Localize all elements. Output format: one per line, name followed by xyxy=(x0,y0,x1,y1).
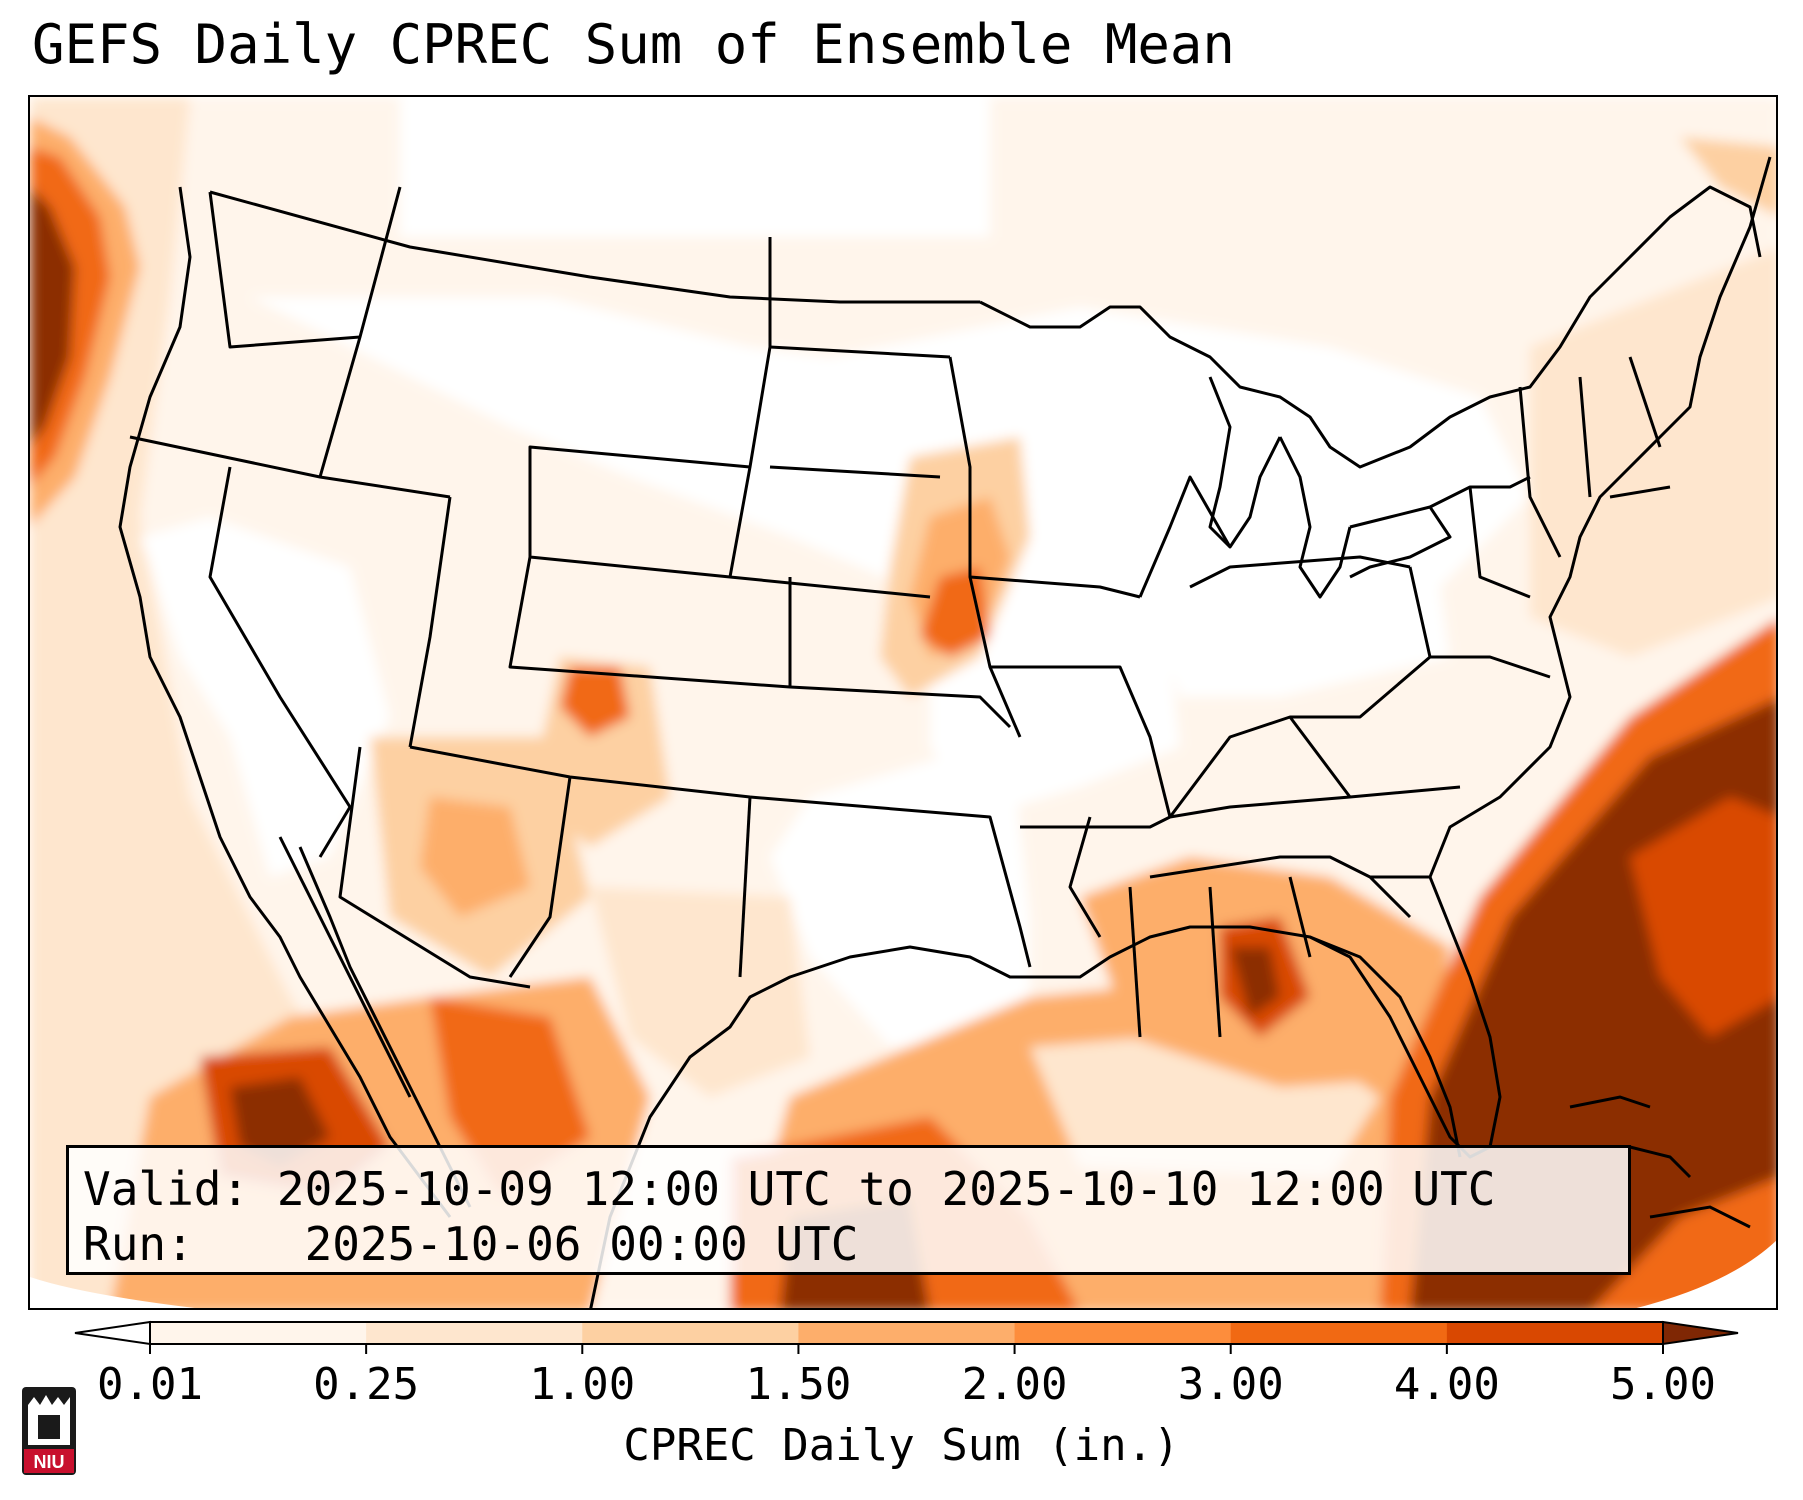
colorbar-label: CPREC Daily Sum (in.) xyxy=(623,1420,1180,1471)
valid-value: 2025-10-09 12:00 UTC to 2025-10-10 12:00… xyxy=(276,1162,1496,1216)
colorbar: 0.01 0.25 1.00 1.50 2.00 3.00 4.00 5.00 xyxy=(74,1320,1739,1410)
run-label: Run: xyxy=(83,1217,194,1271)
colorbar-over-arrow xyxy=(1662,1320,1739,1346)
colorbar-tick-label: 0.25 xyxy=(313,1359,419,1410)
niu-logo: NIU xyxy=(22,1387,76,1475)
colorbar-bin xyxy=(1014,1322,1232,1344)
map-canvas xyxy=(30,97,1776,1308)
islands xyxy=(1569,1095,1751,1229)
colorbar-bin xyxy=(1446,1322,1664,1344)
colorbar-tick-label: 1.00 xyxy=(529,1359,635,1410)
precipitation-map xyxy=(28,95,1778,1310)
run-value: 2025-10-06 00:00 UTC xyxy=(304,1217,859,1271)
logo-text: NIU xyxy=(34,1452,65,1472)
valid-row: Valid: 2025-10-09 12:00 UTC to 2025-10-1… xyxy=(83,1162,1614,1217)
map-title: GEFS Daily CPREC Sum of Ensemble Mean xyxy=(32,13,1235,76)
colorbar-bin xyxy=(150,1322,367,1344)
state-borders xyxy=(118,156,1772,1308)
colorbar-under-arrow xyxy=(74,1320,151,1346)
colorbar-bin xyxy=(582,1322,799,1344)
colorbar-tick-label: 1.50 xyxy=(745,1359,851,1410)
colorbar-tick-label: 5.00 xyxy=(1610,1359,1716,1410)
valid-label: Valid: xyxy=(83,1162,250,1216)
colorbar-tick-label: 0.01 xyxy=(97,1359,203,1410)
colorbar-tick-label: 2.00 xyxy=(962,1359,1068,1410)
colorbar-bin xyxy=(366,1322,583,1344)
colorbar-bin xyxy=(798,1322,1016,1344)
colorbar-tick-label: 4.00 xyxy=(1394,1359,1500,1410)
precip-field xyxy=(30,97,1776,1308)
run-row: Run: 2025-10-06 00:00 UTC xyxy=(83,1217,1614,1272)
colorbar-bins xyxy=(74,1320,1739,1346)
colorbar-tick-label: 3.00 xyxy=(1178,1359,1284,1410)
valid-run-info-box: Valid: 2025-10-09 12:00 UTC to 2025-10-1… xyxy=(66,1145,1631,1275)
colorbar-bin xyxy=(1230,1322,1448,1344)
colorbar-frame xyxy=(149,1321,1664,1345)
colorbar-ticks: 0.01 0.25 1.00 1.50 2.00 3.00 4.00 5.00 xyxy=(97,1344,1716,1410)
